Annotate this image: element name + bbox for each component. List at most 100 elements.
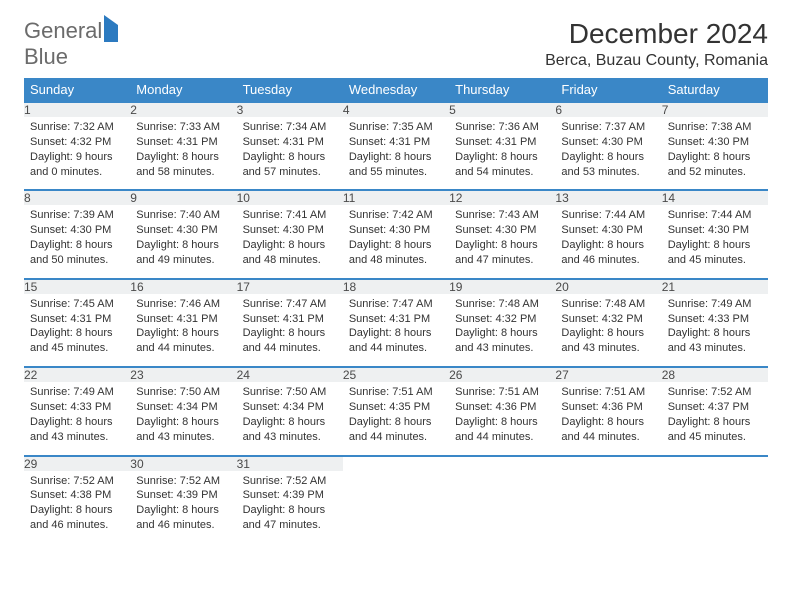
day-content-cell: Sunrise: 7:36 AMSunset: 4:31 PMDaylight:… (449, 117, 555, 190)
sunset-text: Sunset: 4:30 PM (668, 135, 762, 150)
day-header: Tuesday (237, 78, 343, 102)
sunrise-text: Sunrise: 7:36 AM (455, 120, 549, 135)
sunset-text: Sunset: 4:33 PM (668, 312, 762, 327)
day-number-cell: 13 (555, 190, 661, 205)
sunrise-text: Sunrise: 7:49 AM (668, 297, 762, 312)
sunset-text: Sunset: 4:30 PM (455, 223, 549, 238)
daylight-text: Daylight: 8 hours and 45 minutes. (668, 238, 762, 268)
daylight-text: Daylight: 8 hours and 58 minutes. (136, 150, 230, 180)
sunrise-text: Sunrise: 7:44 AM (561, 208, 655, 223)
day-number-cell: 20 (555, 279, 661, 294)
day-number-cell: 31 (237, 456, 343, 471)
day-number-cell (449, 456, 555, 471)
logo-triangle-icon (104, 15, 118, 42)
day-content-cell: Sunrise: 7:44 AMSunset: 4:30 PMDaylight:… (555, 205, 661, 278)
sunrise-text: Sunrise: 7:51 AM (455, 385, 549, 400)
week-content-row: Sunrise: 7:32 AMSunset: 4:32 PMDaylight:… (24, 117, 768, 190)
day-content-cell: Sunrise: 7:51 AMSunset: 4:36 PMDaylight:… (555, 382, 661, 455)
daylight-text: Daylight: 8 hours and 52 minutes. (668, 150, 762, 180)
day-content-cell: Sunrise: 7:51 AMSunset: 4:35 PMDaylight:… (343, 382, 449, 455)
daylight-text: Daylight: 8 hours and 49 minutes. (136, 238, 230, 268)
day-header: Friday (555, 78, 661, 102)
sunset-text: Sunset: 4:31 PM (349, 135, 443, 150)
sunrise-text: Sunrise: 7:34 AM (243, 120, 337, 135)
daylight-text: Daylight: 8 hours and 48 minutes. (243, 238, 337, 268)
day-number-cell: 29 (24, 456, 130, 471)
daylight-text: Daylight: 8 hours and 57 minutes. (243, 150, 337, 180)
sunset-text: Sunset: 4:30 PM (349, 223, 443, 238)
day-content-cell (662, 471, 768, 543)
day-content-cell: Sunrise: 7:33 AMSunset: 4:31 PMDaylight:… (130, 117, 236, 190)
day-content-cell: Sunrise: 7:39 AMSunset: 4:30 PMDaylight:… (24, 205, 130, 278)
day-content-cell: Sunrise: 7:47 AMSunset: 4:31 PMDaylight:… (343, 294, 449, 367)
sunset-text: Sunset: 4:39 PM (243, 488, 337, 503)
sunset-text: Sunset: 4:36 PM (561, 400, 655, 415)
daylight-text: Daylight: 8 hours and 44 minutes. (561, 415, 655, 445)
sunset-text: Sunset: 4:31 PM (30, 312, 124, 327)
page-header: General Blue December 2024 Berca, Buzau … (24, 18, 768, 70)
sunset-text: Sunset: 4:30 PM (243, 223, 337, 238)
calendar-table: Sunday Monday Tuesday Wednesday Thursday… (24, 78, 768, 543)
sunset-text: Sunset: 4:32 PM (561, 312, 655, 327)
day-number-cell (662, 456, 768, 471)
day-number-cell: 14 (662, 190, 768, 205)
daylight-text: Daylight: 8 hours and 46 minutes. (561, 238, 655, 268)
day-content-cell: Sunrise: 7:45 AMSunset: 4:31 PMDaylight:… (24, 294, 130, 367)
daylight-text: Daylight: 8 hours and 43 minutes. (136, 415, 230, 445)
sunrise-text: Sunrise: 7:52 AM (30, 474, 124, 489)
sunrise-text: Sunrise: 7:39 AM (30, 208, 124, 223)
daylight-text: Daylight: 8 hours and 46 minutes. (136, 503, 230, 533)
week-content-row: Sunrise: 7:45 AMSunset: 4:31 PMDaylight:… (24, 294, 768, 367)
day-number-cell: 7 (662, 102, 768, 117)
daylight-text: Daylight: 9 hours and 0 minutes. (30, 150, 124, 180)
week-content-row: Sunrise: 7:39 AMSunset: 4:30 PMDaylight:… (24, 205, 768, 278)
sunset-text: Sunset: 4:35 PM (349, 400, 443, 415)
sunrise-text: Sunrise: 7:42 AM (349, 208, 443, 223)
day-number-cell: 26 (449, 367, 555, 382)
daylight-text: Daylight: 8 hours and 43 minutes. (243, 415, 337, 445)
day-number-cell: 25 (343, 367, 449, 382)
sunset-text: Sunset: 4:32 PM (455, 312, 549, 327)
day-content-cell: Sunrise: 7:44 AMSunset: 4:30 PMDaylight:… (662, 205, 768, 278)
sunrise-text: Sunrise: 7:48 AM (455, 297, 549, 312)
day-number-cell: 11 (343, 190, 449, 205)
sunrise-text: Sunrise: 7:47 AM (243, 297, 337, 312)
sunset-text: Sunset: 4:38 PM (30, 488, 124, 503)
week-daynum-row: 15161718192021 (24, 279, 768, 294)
sunrise-text: Sunrise: 7:47 AM (349, 297, 443, 312)
sunrise-text: Sunrise: 7:45 AM (30, 297, 124, 312)
day-content-cell: Sunrise: 7:52 AMSunset: 4:37 PMDaylight:… (662, 382, 768, 455)
sunrise-text: Sunrise: 7:49 AM (30, 385, 124, 400)
sunset-text: Sunset: 4:30 PM (136, 223, 230, 238)
day-content-cell: Sunrise: 7:32 AMSunset: 4:32 PMDaylight:… (24, 117, 130, 190)
day-number-cell: 19 (449, 279, 555, 294)
logo-text-gray: General (24, 18, 102, 43)
sunrise-text: Sunrise: 7:40 AM (136, 208, 230, 223)
day-content-cell: Sunrise: 7:48 AMSunset: 4:32 PMDaylight:… (449, 294, 555, 367)
sunrise-text: Sunrise: 7:50 AM (243, 385, 337, 400)
sunrise-text: Sunrise: 7:46 AM (136, 297, 230, 312)
sunrise-text: Sunrise: 7:43 AM (455, 208, 549, 223)
sunrise-text: Sunrise: 7:33 AM (136, 120, 230, 135)
sunset-text: Sunset: 4:34 PM (243, 400, 337, 415)
day-header: Saturday (662, 78, 768, 102)
day-number-cell: 5 (449, 102, 555, 117)
daylight-text: Daylight: 8 hours and 45 minutes. (668, 415, 762, 445)
day-number-cell: 9 (130, 190, 236, 205)
sunset-text: Sunset: 4:36 PM (455, 400, 549, 415)
daylight-text: Daylight: 8 hours and 44 minutes. (136, 326, 230, 356)
day-number-cell: 2 (130, 102, 236, 117)
day-content-cell: Sunrise: 7:50 AMSunset: 4:34 PMDaylight:… (130, 382, 236, 455)
sunrise-text: Sunrise: 7:37 AM (561, 120, 655, 135)
day-number-cell: 23 (130, 367, 236, 382)
day-number-cell: 12 (449, 190, 555, 205)
location: Berca, Buzau County, Romania (545, 52, 768, 70)
daylight-text: Daylight: 8 hours and 46 minutes. (30, 503, 124, 533)
sunrise-text: Sunrise: 7:41 AM (243, 208, 337, 223)
day-content-cell: Sunrise: 7:51 AMSunset: 4:36 PMDaylight:… (449, 382, 555, 455)
day-number-cell (343, 456, 449, 471)
day-number-cell: 17 (237, 279, 343, 294)
sunset-text: Sunset: 4:31 PM (243, 135, 337, 150)
sunset-text: Sunset: 4:31 PM (349, 312, 443, 327)
day-header: Thursday (449, 78, 555, 102)
